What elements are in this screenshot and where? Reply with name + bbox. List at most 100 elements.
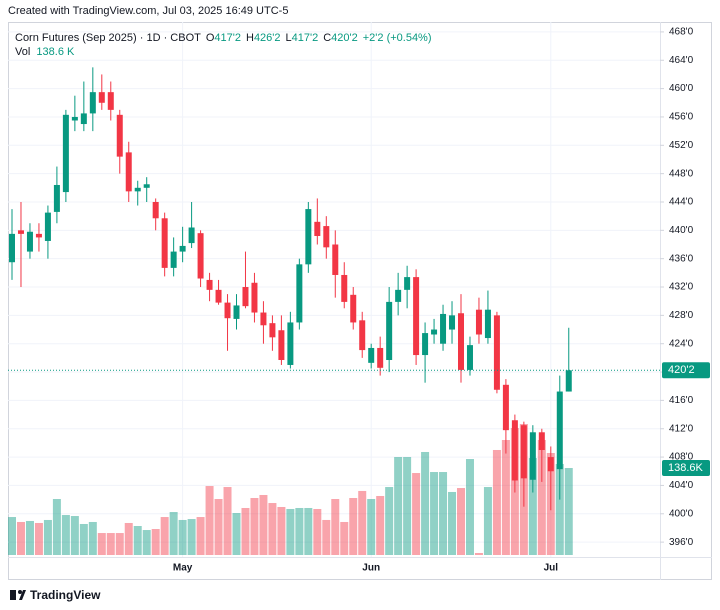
volume-bar — [313, 508, 322, 555]
volume-bar — [555, 463, 564, 555]
volume-bar — [268, 503, 277, 555]
volume-bar — [295, 507, 304, 555]
candle-body — [9, 233, 15, 263]
legend-row: Corn Futures (Sep 2025) · 1D · CBOT O417'… — [15, 31, 432, 45]
candle-body — [359, 320, 366, 351]
volume-bar — [528, 458, 537, 555]
brand: TradingView — [30, 588, 101, 602]
volume-bar — [367, 499, 376, 555]
volume-bar — [43, 519, 52, 555]
candle-body — [89, 92, 96, 114]
y-tick-label: 456'0 — [669, 112, 694, 123]
candle-body — [395, 289, 402, 302]
volume-bar — [115, 533, 124, 555]
x-tick-label: Jul — [544, 563, 559, 574]
volume-bar — [474, 552, 483, 555]
volume-bar — [277, 506, 286, 555]
y-tick-label: 436'0 — [669, 253, 694, 264]
volume-bar — [178, 519, 187, 555]
volume-bar — [304, 507, 313, 555]
y-tick-label: 440'0 — [669, 225, 694, 236]
candle-body — [404, 277, 411, 290]
candle-body — [529, 432, 536, 480]
candle-body — [323, 226, 330, 248]
volume-bar — [340, 521, 349, 555]
y-tick-label: 424'0 — [669, 338, 694, 349]
candle-body — [62, 114, 69, 193]
ohlc-value: 426'2 — [253, 32, 281, 44]
volume-bar — [79, 523, 88, 555]
volume-bar — [376, 495, 385, 555]
volume-bar — [232, 513, 241, 555]
candle-body — [269, 323, 276, 338]
candle-body — [179, 245, 186, 252]
volume-bar — [492, 449, 501, 555]
volume-bar — [448, 491, 457, 555]
volume-bar — [457, 488, 465, 555]
candle-body — [377, 347, 384, 368]
candle-body — [215, 289, 222, 303]
candle-body — [458, 313, 464, 370]
candle-body — [143, 184, 150, 188]
candle-body — [152, 201, 159, 219]
candle-body — [188, 227, 195, 244]
header-title: Created with TradingView.com, Jul 03, 20… — [8, 5, 289, 17]
last-volume-tag — [662, 460, 710, 477]
ohlc-value: 420'2 — [331, 32, 358, 44]
volume-bar — [358, 490, 367, 555]
candle-body — [511, 420, 518, 481]
volume-bar — [214, 499, 223, 555]
volume-bar — [16, 521, 25, 555]
candles — [9, 67, 572, 511]
volume-bar — [106, 533, 115, 555]
y-tick-label: 408'0 — [669, 452, 694, 463]
y-tick-label: 404'0 — [669, 480, 694, 491]
volume-bar — [259, 494, 268, 555]
y-tick-label: 412'0 — [669, 423, 694, 434]
ohlc-key: L — [285, 32, 292, 44]
candle-body — [53, 184, 60, 212]
candle-body — [386, 301, 393, 361]
y-tick-label: 460'0 — [669, 83, 694, 94]
candle-body — [484, 309, 491, 339]
ohlc-key: C — [323, 32, 332, 44]
candle-body — [125, 152, 132, 192]
ohlc-key: H — [245, 32, 254, 44]
candle-body — [475, 309, 482, 335]
candle-body — [449, 315, 456, 330]
candle-body — [565, 370, 572, 392]
volume-bars — [8, 424, 573, 555]
x-tick-label: May — [173, 563, 193, 574]
volume-bar — [501, 440, 510, 555]
chart-frame — [8, 22, 712, 580]
ohlc-value: 417'2 — [291, 32, 319, 44]
volume-bar — [241, 507, 250, 555]
volume-bar — [124, 522, 133, 555]
candle-body — [440, 313, 447, 344]
volume-bar — [385, 487, 394, 555]
candle-body — [466, 345, 473, 370]
candle-body — [170, 251, 177, 268]
candle-body — [350, 294, 357, 323]
change: +2'2 (+0.54%) — [362, 32, 432, 44]
candle-body — [35, 233, 42, 238]
y-tick-label: 448'0 — [669, 168, 694, 179]
y-tick-label: 428'0 — [669, 310, 694, 321]
volume-title: Vol — [15, 46, 31, 58]
volume-bar — [70, 516, 79, 555]
volume-bar — [430, 472, 439, 555]
candle-body — [556, 391, 563, 470]
candle-body — [422, 333, 429, 356]
legend: Corn Futures (Sep 2025) · 1D · CBOT O417'… — [15, 31, 432, 59]
y-tick-label: 444'0 — [669, 197, 694, 208]
volume-bar — [8, 517, 16, 555]
last-price-tag — [662, 362, 710, 379]
candle-body — [547, 457, 554, 472]
candle-body — [206, 279, 213, 290]
candle-body — [502, 384, 509, 431]
y-tick-label: 416'0 — [669, 395, 694, 406]
volume-bar — [223, 487, 232, 555]
volume-bar — [394, 457, 403, 555]
symbol-title: Corn Futures (Sep 2025) · 1D · CBOT — [15, 32, 201, 44]
